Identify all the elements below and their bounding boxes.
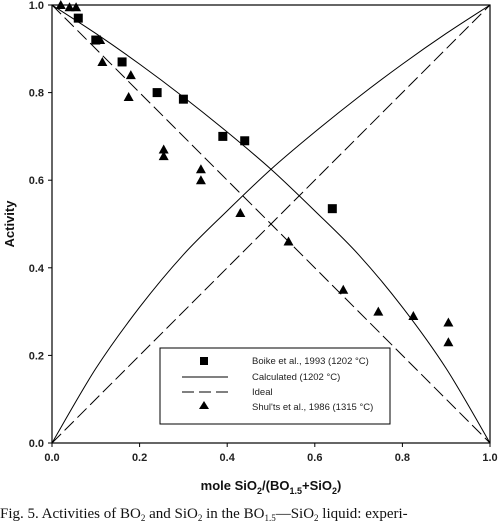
x-tick-label: 0.4 bbox=[220, 452, 236, 464]
shults-data-point bbox=[195, 164, 206, 174]
y-tick-label: 0.6 bbox=[29, 175, 44, 187]
boike-data-point bbox=[73, 13, 83, 23]
y-axis-label: Activity bbox=[2, 200, 17, 248]
boike-data-point bbox=[178, 94, 188, 104]
calculated-line bbox=[51, 4, 491, 444]
boike-data-point bbox=[91, 35, 101, 45]
shults-data-point bbox=[71, 2, 82, 12]
legend-label-boike: Boike et al., 1993 (1202 °C) bbox=[252, 356, 369, 367]
x-tick-label: 0.6 bbox=[307, 452, 322, 464]
x-tick-label: 0.2 bbox=[132, 452, 147, 464]
boike-data-point bbox=[218, 131, 228, 141]
shults-data-point bbox=[235, 208, 246, 218]
legend-label-shults: Shul'ts et al., 1986 (1315 °C) bbox=[252, 402, 373, 413]
shults-data-point bbox=[97, 56, 108, 66]
shults-data-point bbox=[443, 337, 454, 347]
legend: Boike et al., 1993 (1202 °C) Calculated … bbox=[159, 347, 391, 425]
legend-box bbox=[159, 347, 391, 425]
legend-triangle-marker bbox=[199, 401, 209, 409]
shults-data-point bbox=[95, 35, 106, 45]
shults-data-point bbox=[443, 317, 454, 327]
figure-caption: Fig. 5. Activities of BO2 and SiO2 in th… bbox=[0, 506, 408, 522]
boike-data-point bbox=[117, 57, 127, 67]
x-tick-label: 0.0 bbox=[44, 452, 59, 464]
x-axis-label: mole SiO2/(BO1.5+SiO2) bbox=[201, 478, 342, 496]
boike-data-point bbox=[240, 136, 250, 146]
y-tick-label: 0.8 bbox=[29, 88, 44, 100]
y-tick-label: 0.2 bbox=[29, 350, 44, 362]
legend-label-calculated: Calculated (1202 °C) bbox=[252, 372, 340, 383]
calculated-line bbox=[51, 4, 491, 444]
shults-data-point bbox=[125, 70, 136, 80]
shults-data-point bbox=[283, 236, 294, 246]
shults-data-point bbox=[55, 0, 66, 9]
shults-data-point bbox=[158, 151, 169, 161]
boike-data-point bbox=[327, 204, 337, 214]
shults-data-point bbox=[123, 91, 134, 101]
legend-label-ideal: Ideal bbox=[252, 387, 273, 398]
y-tick-label: 1.0 bbox=[29, 0, 44, 12]
y-tick-label: 0.0 bbox=[29, 438, 44, 450]
boike-data-point bbox=[152, 88, 162, 98]
shults-data-point bbox=[373, 306, 384, 316]
ticks-layer: 0.0 0.2 0.4 0.6 0.8 1.0 0.0 0.2 0.4 0.6 0.8 1.0 bbox=[29, 0, 498, 464]
ideal-line bbox=[51, 4, 491, 444]
shults-data-point bbox=[64, 2, 75, 12]
markers-layer bbox=[55, 0, 454, 347]
shults-data-point bbox=[195, 175, 206, 185]
y-tick-label: 0.4 bbox=[29, 263, 45, 275]
plot-area bbox=[51, 4, 491, 444]
shults-data-point bbox=[408, 310, 419, 320]
lines-layer bbox=[51, 4, 491, 444]
x-tick-label: 0.8 bbox=[395, 452, 410, 464]
shults-data-point bbox=[338, 284, 349, 294]
legend-square-marker bbox=[200, 357, 208, 365]
shults-data-point bbox=[158, 144, 169, 154]
x-tick-label: 1.0 bbox=[482, 452, 497, 464]
